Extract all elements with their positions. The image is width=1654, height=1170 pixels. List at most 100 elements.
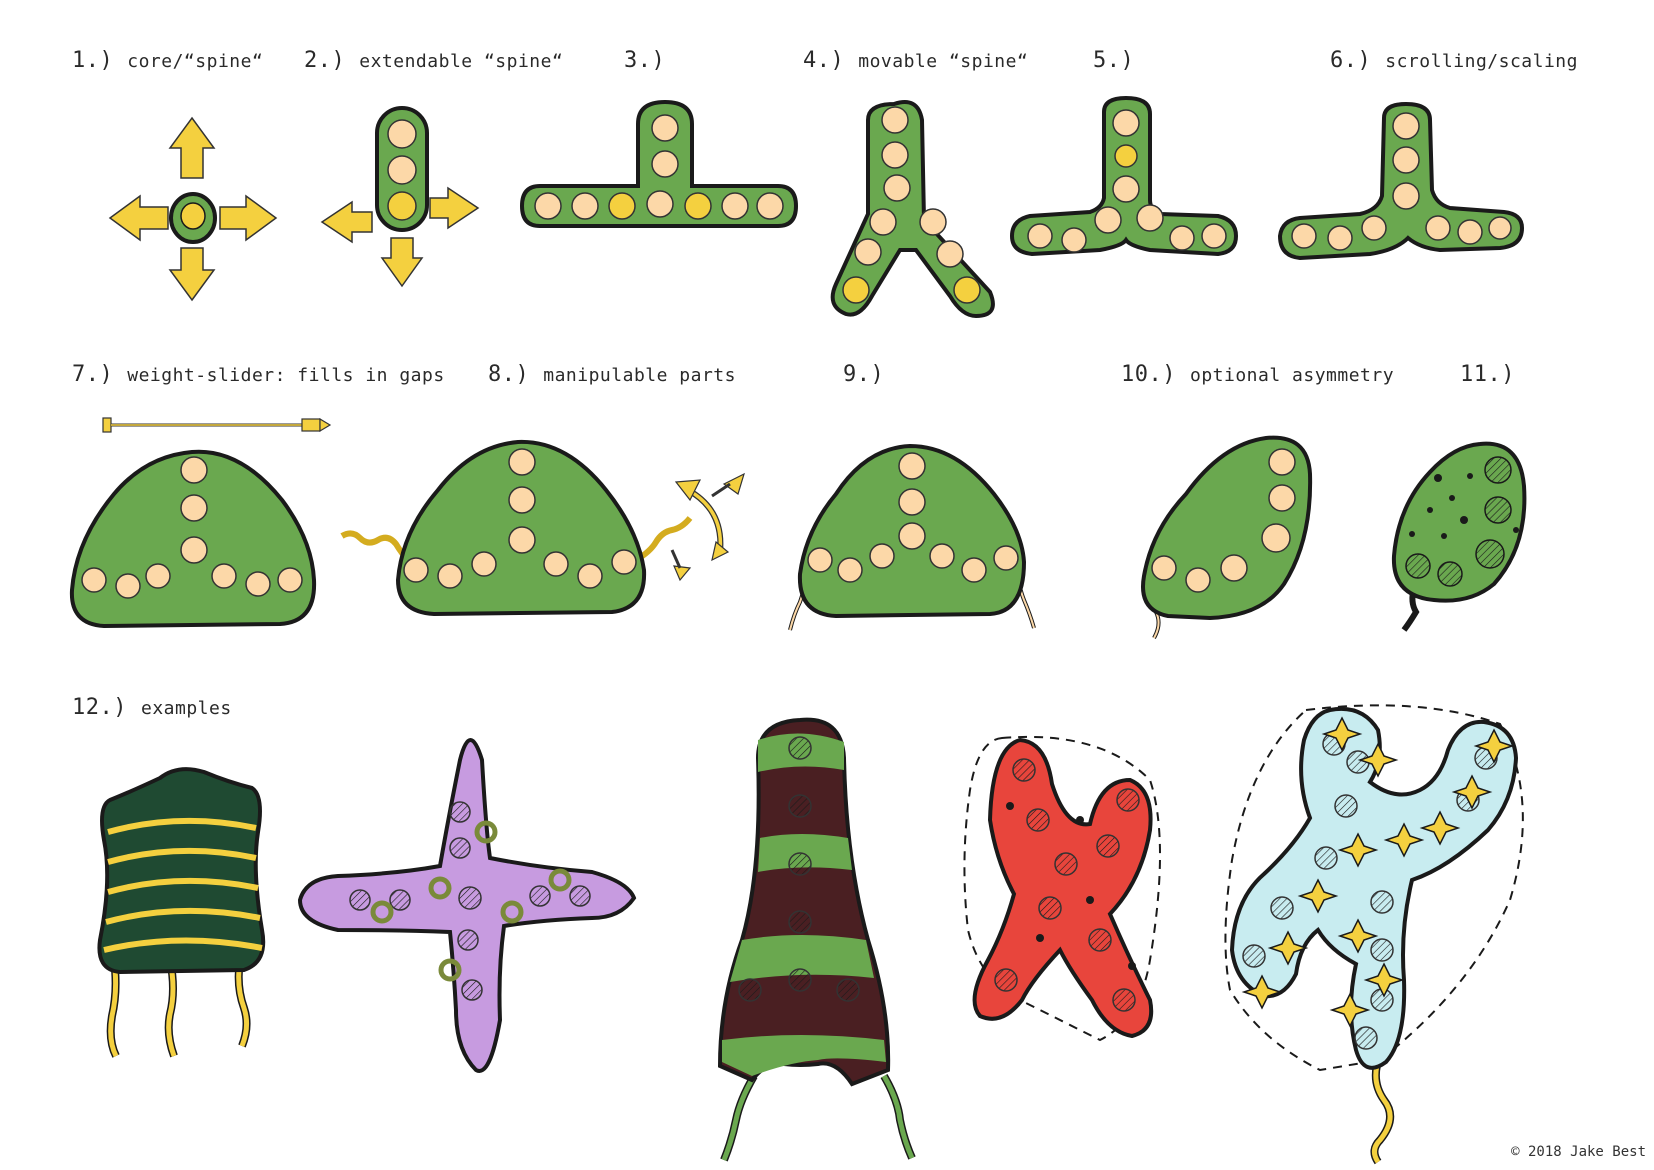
asymmetry-figure xyxy=(1143,438,1310,638)
spine-node xyxy=(1269,449,1295,475)
spine-node xyxy=(757,193,783,219)
hatched-node xyxy=(1438,562,1462,586)
spine-node xyxy=(1170,226,1194,250)
spine-node xyxy=(146,564,170,588)
example-bell-creature xyxy=(720,720,912,1160)
spine-node xyxy=(1137,205,1163,231)
scaling-figure xyxy=(1280,104,1522,258)
spine-node xyxy=(838,558,862,582)
spine-node xyxy=(1113,110,1139,136)
three-arm-figure xyxy=(1012,98,1236,254)
spine-node xyxy=(509,449,535,475)
spine-node xyxy=(994,546,1018,570)
spine-node xyxy=(1152,556,1176,580)
spine-node xyxy=(1393,113,1419,139)
spine-node xyxy=(472,552,496,576)
spine-node xyxy=(578,564,602,588)
spine-node xyxy=(509,527,535,553)
spine-node xyxy=(1362,216,1386,240)
example-striped-creature xyxy=(99,769,263,1056)
arrow-down-icon xyxy=(674,566,690,580)
spine-node xyxy=(82,568,106,592)
textured-body-figure xyxy=(1394,444,1525,630)
spine-node xyxy=(1115,145,1137,167)
manipulable-parts-figure xyxy=(342,442,744,614)
spine-node xyxy=(612,550,636,574)
spine-node xyxy=(930,544,954,568)
spine-node xyxy=(1393,183,1419,209)
legged-body-figure xyxy=(790,446,1034,630)
example-red-x xyxy=(964,737,1160,1040)
spine-node xyxy=(808,548,832,572)
spine-node xyxy=(278,568,302,592)
spine-node xyxy=(1262,524,1290,552)
spine-node xyxy=(937,241,963,267)
spine-node xyxy=(388,120,416,148)
spine-node xyxy=(1221,555,1247,581)
spine-node xyxy=(647,191,673,217)
spine-node xyxy=(870,209,896,235)
spine-node xyxy=(438,564,462,588)
spine-node xyxy=(652,151,678,177)
weight-slider-figure xyxy=(72,418,330,626)
spine-node xyxy=(652,115,678,141)
bell-body xyxy=(720,720,888,1084)
weight-slider-icon xyxy=(103,418,330,432)
spine-node xyxy=(1113,176,1139,202)
spine-node xyxy=(920,209,946,235)
arrow-down-icon xyxy=(170,248,214,300)
spine-node xyxy=(962,558,986,582)
hatched-node xyxy=(1476,540,1504,568)
arrow-right-icon xyxy=(220,196,276,240)
spine-node xyxy=(1458,220,1482,244)
spine-node xyxy=(572,193,598,219)
hatched-node xyxy=(1406,554,1430,578)
spine-node xyxy=(1202,224,1226,248)
spine-node xyxy=(388,192,416,220)
spine-node xyxy=(1426,216,1450,240)
spine-node xyxy=(1393,147,1419,173)
hatched-node xyxy=(1485,497,1511,523)
spine-node xyxy=(1489,217,1511,239)
extendable-spine-figure xyxy=(322,108,478,286)
tentacle-right xyxy=(636,518,690,560)
spine-node xyxy=(899,489,925,515)
spine-node xyxy=(509,487,535,513)
spine-node xyxy=(1328,226,1352,250)
spine-node xyxy=(870,544,894,568)
example-blue-creature xyxy=(1225,705,1522,1162)
t-shape-figure xyxy=(522,102,796,226)
arrow-left-icon xyxy=(110,196,168,240)
spine-node xyxy=(843,277,869,303)
arrow-right-icon xyxy=(430,188,478,228)
spine-node xyxy=(722,193,748,219)
spine-node xyxy=(899,523,925,549)
spine-node xyxy=(246,572,270,596)
spine-node xyxy=(181,537,207,563)
spine-node xyxy=(954,277,980,303)
arrow-up-right-icon xyxy=(724,474,744,494)
spine-node xyxy=(181,457,207,483)
spine-node xyxy=(884,175,910,201)
spine-node xyxy=(544,552,568,576)
spine-node xyxy=(535,193,561,219)
copyright-notice: © 2018 Jake Best xyxy=(1511,1144,1646,1160)
arrow-head-icon xyxy=(712,542,728,560)
spine-node xyxy=(1062,228,1086,252)
spine-node xyxy=(1095,207,1121,233)
tentacle-left xyxy=(342,533,408,560)
spine-node xyxy=(1292,224,1316,248)
spine-node xyxy=(1186,568,1210,592)
spine-node xyxy=(181,495,207,521)
movable-spine-figure xyxy=(833,102,993,316)
spine-node xyxy=(685,193,711,219)
spine-node xyxy=(1269,485,1295,511)
arrow-left-icon xyxy=(322,202,372,242)
spine-node xyxy=(882,107,908,133)
spine-node xyxy=(116,574,140,598)
hatched-node xyxy=(1485,457,1511,483)
core-spine-figure xyxy=(110,118,276,300)
spine-node xyxy=(212,564,236,588)
spine-node xyxy=(404,558,428,582)
